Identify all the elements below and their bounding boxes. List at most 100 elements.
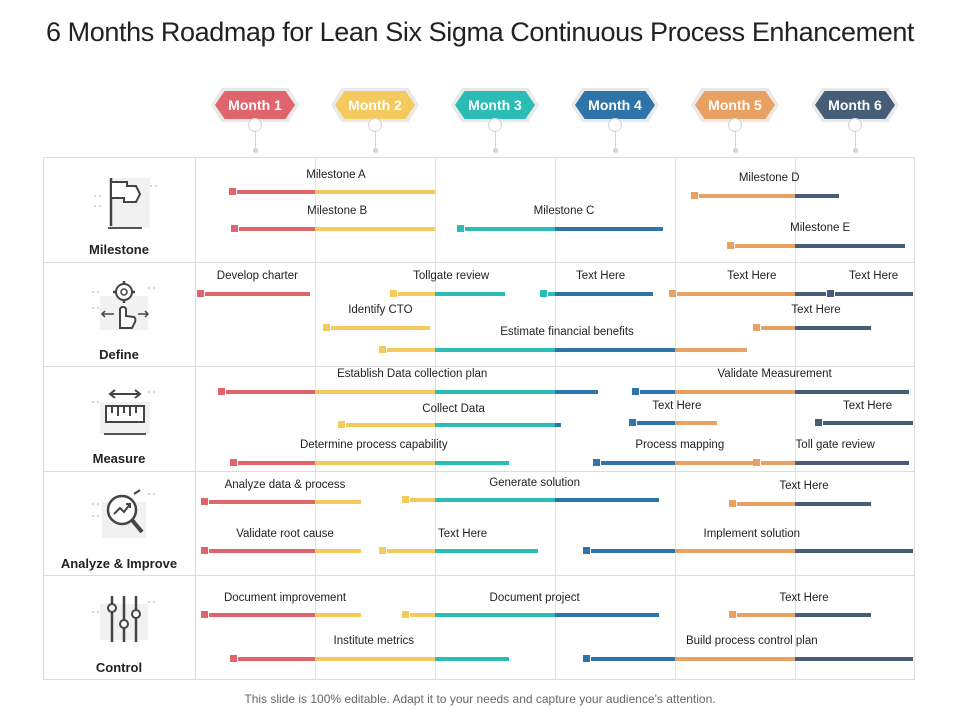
bar-segment-month-1 [209,549,315,553]
month-3-label: Month 3 [455,91,535,119]
bar-segment-month-5 [761,461,795,465]
bar-label: Generate solution [489,477,580,489]
bar-segment-month-4 [555,390,599,394]
bar-segment-month-2 [409,498,435,502]
bar-segment-month-6 [795,244,906,248]
month-6-tag: Month 6 [811,88,899,122]
row-label-milestone: Milestone [89,242,149,257]
bar-segment-month-4 [555,292,654,296]
bar-segment-month-1 [238,657,315,661]
bar-label: Text Here [779,592,829,604]
roadmap-grid [43,157,915,680]
bar-start-marker [729,611,737,618]
bar-segment-month-5 [675,390,795,394]
month-6-label: Month 6 [815,91,895,119]
row-label-define: Define [99,347,139,362]
row-divider [43,471,915,472]
bar-label: Build process control plan [685,635,818,647]
bar-label: Text Here [848,270,899,282]
row-label-analyze-improve: Analyze & Improve [60,556,178,571]
month-3-pin [488,118,502,132]
bar-segment-month-4 [591,657,675,661]
bar-start-marker [218,388,226,395]
bar-start-marker [632,388,640,395]
bar-label: Process mapping [635,439,725,451]
bar-segment-month-1 [209,613,315,617]
bar-label: Document improvement [223,592,347,604]
bar-segment-month-5 [675,657,795,661]
bar-segment-month-1 [239,227,315,231]
bar-segment-month-2 [315,500,361,504]
bar-start-marker [729,500,737,507]
month-2-pin-dot [373,148,378,153]
bar-segment-month-3 [435,348,555,352]
bar-segment-month-5 [675,421,717,425]
bar-segment-month-3 [435,498,555,502]
row-divider [43,575,915,576]
month-2-label: Month 2 [335,91,415,119]
bar-segment-month-6 [822,421,913,425]
bar-segment-month-2 [315,227,435,231]
bar-segment-month-4 [640,390,675,394]
bar-segment-month-5 [675,549,795,553]
bar-start-marker [401,496,409,503]
bar-segment-month-3 [435,657,510,661]
bar-segment-month-6 [795,461,909,465]
month-4-pin-stem [615,132,616,149]
bar-segment-month-4 [636,421,675,425]
grid-divider [435,157,436,680]
bar-segment-month-4 [555,227,663,231]
grid-divider [315,157,316,680]
bar-segment-month-3 [435,423,555,427]
bar-segment-month-4 [600,461,675,465]
bar-start-marker [814,419,822,426]
bar-start-marker [230,459,238,466]
month-1-pin-stem [255,132,256,149]
bar-label: Establish Data collection plan [337,368,488,380]
month-1-label: Month 1 [215,91,295,119]
bar-start-marker [753,324,761,331]
footer-note: This slide is 100% editable. Adapt it to… [244,692,716,706]
bar-label: Milestone C [533,205,595,217]
bar-label: Determine process capability [299,439,448,451]
month-1-pin [248,118,262,132]
bar-start-marker [379,547,386,554]
bar-segment-month-2 [315,657,435,661]
bar-label: Validate root cause [236,528,334,540]
grid-divider [555,157,556,680]
bar-start-marker [727,242,734,249]
bar-start-marker [669,290,677,297]
sliders-icon [92,596,158,642]
analysis-magnifier-icon [92,489,158,538]
bar-label: Collect Data [422,403,485,415]
bar-label: Text Here [437,528,488,540]
bar-segment-month-3 [547,292,555,296]
month-5-pin-dot [733,148,738,153]
month-2-pin [368,118,382,132]
bar-segment-month-1 [237,190,315,194]
grid-divider [675,157,676,680]
bar-start-marker [201,498,209,505]
bar-segment-month-6 [795,613,871,617]
page-title: 6 Months Roadmap for Lean Six Sigma Cont… [45,17,915,47]
bar-label: Milestone E [790,222,851,234]
ruler-icon [92,389,158,435]
bar-segment-month-6 [795,194,840,198]
bar-segment-month-4 [555,423,561,427]
month-5-pin [728,118,742,132]
bar-segment-month-2 [315,549,361,553]
month-2-tag: Month 2 [331,88,419,122]
bar-segment-month-4 [555,498,660,502]
bar-segment-month-2 [315,390,435,394]
month-5-label: Month 5 [695,91,775,119]
flag-icon [94,178,158,229]
bar-start-marker [628,419,636,426]
bar-label: Text Here [575,270,626,282]
bar-start-marker [230,655,238,662]
bar-segment-month-6 [795,390,909,394]
bar-label: Implement solution [703,528,801,540]
bar-label: Text Here [727,270,777,282]
bar-label: Institute metrics [333,635,415,647]
bar-segment-month-5 [737,613,795,617]
bar-segment-month-2 [387,348,435,352]
